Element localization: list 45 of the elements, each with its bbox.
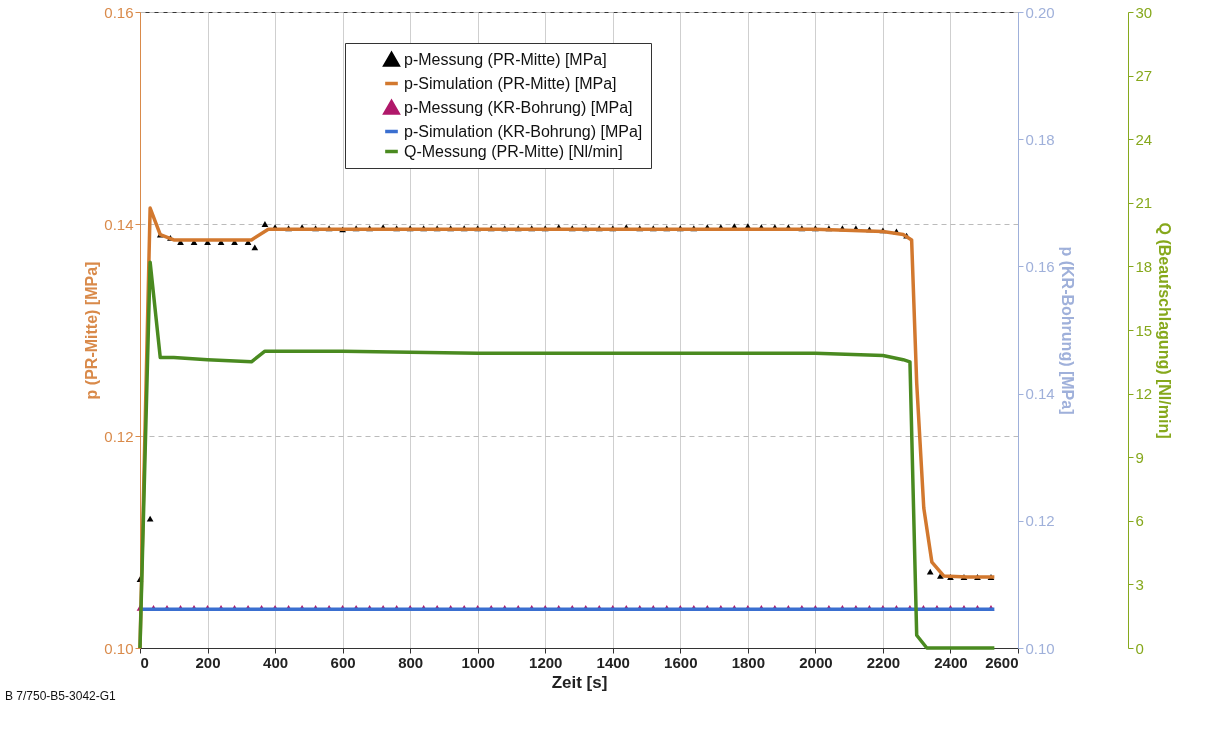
x-tick-label: 2200	[866, 653, 901, 671]
x-tick-label: 2000	[799, 653, 833, 671]
y2-tick-label: 0.12	[1025, 512, 1055, 530]
y3-tick-label: 18	[1135, 257, 1153, 275]
y3-tick-label: 30	[1135, 3, 1153, 21]
x-tick-label: 600	[330, 653, 356, 671]
y3-tick-label: 0	[1135, 639, 1144, 657]
legend-label: p-Messung (PR-Mitte) [MPa]	[404, 50, 607, 68]
y-axis-title: p (PR-Mitte) [MPa]	[83, 261, 101, 400]
legend-label: p-Messung (KR-Bohrung) [MPa]	[404, 98, 633, 116]
x-tick-label: 0	[140, 653, 149, 671]
x-tick-label: 400	[263, 653, 289, 671]
y3-tick-label: 15	[1135, 321, 1153, 339]
x-tick-label: 2600	[985, 653, 1019, 671]
x-tick-label: 1800	[731, 653, 766, 671]
y-tick-label: 0.10	[104, 639, 134, 657]
y-tick-label: 0.12	[104, 427, 134, 445]
x-tick-label: 1600	[664, 653, 698, 671]
y2-tick-label: 0.14	[1025, 385, 1055, 403]
x-tick-label: 1200	[529, 653, 563, 671]
x-tick-label: 1000	[461, 653, 495, 671]
y3-tick-label: 24	[1135, 130, 1153, 148]
y3-tick-label: 3	[1135, 575, 1144, 593]
text: B 7/750-B5-3042-G1	[5, 689, 117, 703]
legend-label: p-Simulation (PR-Mitte) [MPa]	[404, 74, 617, 92]
y3-axis-title: Q (Beaufschlagung) [Nl/min]	[1156, 222, 1174, 439]
y2-tick-label: 0.18	[1025, 130, 1055, 148]
x-axis-title: Zeit [s]	[551, 672, 608, 692]
x-tick-label: 2400	[934, 653, 968, 671]
y-tick-label: 0.16	[104, 3, 134, 21]
x-tick-label: 800	[398, 653, 424, 671]
x-tick-label: 200	[195, 653, 221, 671]
y2-axis-title: p (KR-Bohrung) [MPa]	[1058, 246, 1076, 415]
y3-tick-label: 9	[1135, 448, 1144, 466]
y2-tick-label: 0.10	[1025, 639, 1055, 657]
y2-tick-label: 0.16	[1025, 257, 1055, 275]
y3-tick-label: 27	[1135, 67, 1153, 85]
y2-tick-label: 0.20	[1025, 3, 1055, 21]
legend-label: Q-Messung (PR-Mitte) [Nl/min]	[404, 142, 623, 160]
y3-tick-label: 21	[1135, 194, 1153, 212]
y-tick-label: 0.14	[104, 215, 134, 233]
y3-tick-label: 6	[1135, 512, 1144, 530]
x-tick-label: 1400	[596, 653, 630, 671]
y3-tick-label: 12	[1135, 385, 1153, 403]
legend-label: p-Simulation (KR-Bohrung) [MPa]	[404, 122, 643, 140]
